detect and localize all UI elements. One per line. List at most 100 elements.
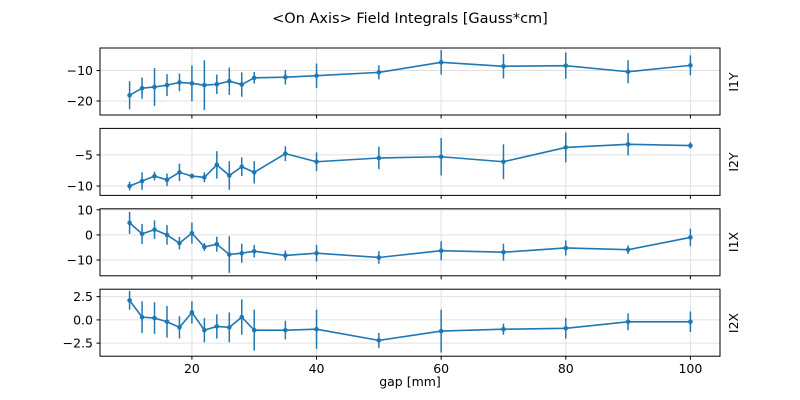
data-point <box>563 245 569 251</box>
axes-frame <box>99 47 721 116</box>
data-point <box>177 80 182 85</box>
data-point <box>152 84 157 90</box>
data-point <box>239 82 245 87</box>
data-point <box>283 253 288 258</box>
data-point <box>164 232 170 238</box>
data-point <box>214 81 220 87</box>
x-tick-label: 80 <box>558 361 574 376</box>
data-point <box>127 92 132 98</box>
data-point <box>239 250 245 256</box>
data-point <box>625 247 631 253</box>
data-point <box>251 170 257 175</box>
data-point <box>177 240 182 246</box>
data-point <box>563 63 569 68</box>
y-tick-label: 10 <box>77 202 93 217</box>
data-point <box>438 154 444 160</box>
data-point <box>189 173 195 179</box>
data-point <box>226 78 232 84</box>
data-point <box>202 327 207 333</box>
subplot-label-i1y: I1Y <box>726 71 741 92</box>
data-point <box>314 159 319 165</box>
data-point <box>625 141 631 147</box>
y-tick-label: −2.5 <box>63 336 93 351</box>
data-point <box>152 173 157 179</box>
data-point <box>438 328 444 334</box>
data-point <box>152 315 157 321</box>
data-point <box>202 175 207 180</box>
data-point <box>251 248 257 254</box>
data-point <box>239 164 245 170</box>
data-point <box>139 85 145 91</box>
x-tick-label: 20 <box>184 361 200 376</box>
data-point <box>283 151 288 156</box>
y-tick-label: −20 <box>67 93 93 108</box>
data-point <box>226 325 232 330</box>
data-point <box>625 319 631 325</box>
data-point <box>376 255 382 260</box>
data-point <box>688 319 693 325</box>
data-point <box>501 249 506 255</box>
data-point <box>501 159 506 165</box>
data-point <box>438 248 444 254</box>
data-point <box>376 338 382 343</box>
data-point <box>139 178 145 184</box>
subplot-label-i1x: I1X <box>726 232 741 253</box>
subplot-i1y: −10 −20 <box>67 47 721 119</box>
data-point <box>214 324 220 329</box>
data-point <box>376 155 382 161</box>
data-point <box>314 73 319 79</box>
y-tick-label: 2.5 <box>73 289 93 304</box>
data-point <box>177 325 182 330</box>
data-point <box>152 227 157 232</box>
data-point <box>164 82 170 88</box>
y-tick-label: 0.0 <box>73 312 93 327</box>
data-point <box>376 70 382 75</box>
x-tick-label: 40 <box>309 361 325 376</box>
data-point <box>501 63 506 69</box>
data-point <box>283 74 288 80</box>
x-tick-label: 60 <box>433 361 449 376</box>
y-tick-label: −10 <box>67 63 93 78</box>
data-point <box>139 314 145 320</box>
data-line <box>129 143 691 187</box>
x-axis-label: gap [mm] <box>379 374 441 389</box>
subplot-i2y: −5 −10 <box>67 127 721 199</box>
data-line <box>129 61 691 96</box>
subplot-i2x: 2.5 0.0 −2.5 20 40 60 80 100 <box>63 288 721 376</box>
data-point <box>177 170 182 175</box>
data-point <box>127 298 132 303</box>
data-point <box>563 145 569 150</box>
data-point <box>438 60 444 65</box>
data-point <box>164 319 170 325</box>
data-point <box>214 162 220 168</box>
data-point <box>202 82 207 88</box>
data-point <box>202 244 207 250</box>
data-point <box>283 327 288 333</box>
data-point <box>563 325 569 331</box>
y-tick-label: −10 <box>67 179 93 194</box>
y-tick-label: −10 <box>67 252 93 267</box>
subplot-label-i2x: I2X <box>726 312 741 333</box>
x-tick-label: 100 <box>678 361 702 376</box>
data-point <box>139 231 145 237</box>
data-point <box>189 230 195 236</box>
data-point <box>251 327 257 333</box>
data-point <box>164 177 170 183</box>
data-point <box>239 314 245 320</box>
data-point <box>688 143 693 148</box>
data-point <box>226 173 232 178</box>
data-point <box>625 69 631 75</box>
data-point <box>314 326 319 332</box>
data-point <box>214 241 220 247</box>
data-point <box>226 252 232 257</box>
y-tick-label: −5 <box>75 147 93 162</box>
subplot-i1x: 10 0 −10 <box>67 202 721 280</box>
data-line <box>129 222 691 259</box>
data-point <box>314 250 319 256</box>
data-point <box>501 326 506 332</box>
data-point <box>127 183 132 189</box>
data-point <box>688 63 693 68</box>
data-point <box>189 81 195 86</box>
